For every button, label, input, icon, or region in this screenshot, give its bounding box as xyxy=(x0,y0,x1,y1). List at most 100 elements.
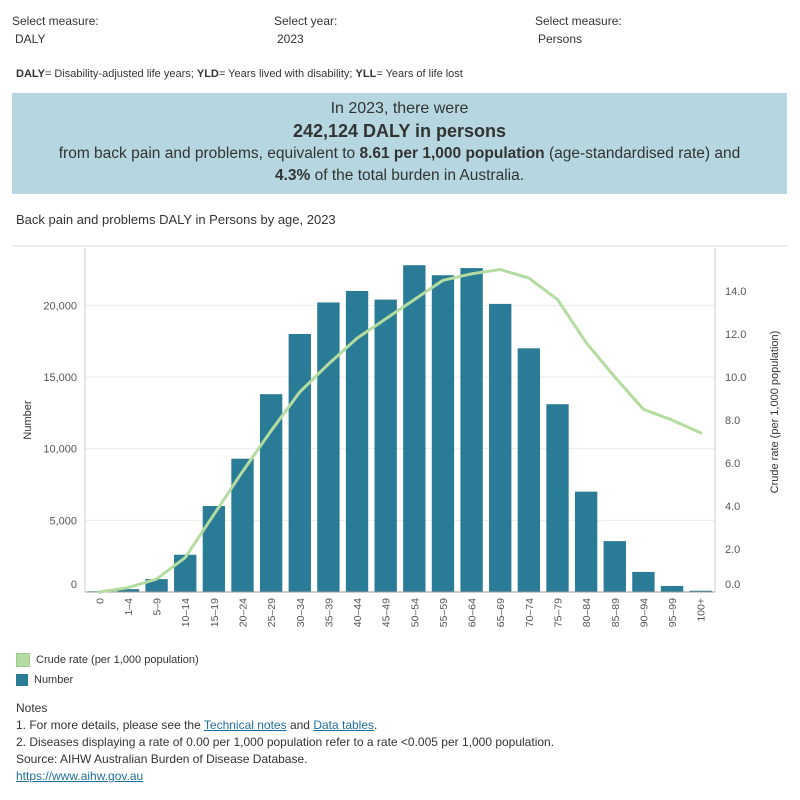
bar xyxy=(288,334,311,592)
crude-rate-line xyxy=(97,268,703,594)
technical-notes-link[interactable]: Technical notes xyxy=(203,718,287,732)
x-tick-label: 75–79 xyxy=(553,598,565,627)
bar xyxy=(689,590,712,592)
x-tick-label: 95–99 xyxy=(667,598,679,627)
x-tick-label: 80–84 xyxy=(581,598,593,627)
banner-line-3-pre: from back pain and problems, equivalent … xyxy=(58,145,360,162)
bar xyxy=(632,571,655,592)
x-tick-label: 20–24 xyxy=(238,598,250,627)
filter-year-select[interactable]: 2023 xyxy=(277,32,304,46)
bar xyxy=(574,491,598,592)
aihw-website-link[interactable]: https://www.aihw.gov.au xyxy=(16,769,144,783)
x-tick-label: 5–9 xyxy=(152,598,164,616)
banner-line-4-post: of the total burden in Australia. xyxy=(310,167,525,184)
chart-legend: Crude rate (per 1,000 population) Number xyxy=(16,650,199,690)
bar xyxy=(116,589,140,592)
x-tick-label: 1–4 xyxy=(123,598,135,616)
x-tick-label: 70–74 xyxy=(524,598,536,627)
bar xyxy=(231,458,254,592)
y2-tick-label: 4.0 xyxy=(725,501,740,513)
filter-measure-select[interactable]: DALY xyxy=(15,32,46,46)
note-2: 2. Diseases displaying a rate of 0.00 pe… xyxy=(16,735,555,749)
banner-percent: 4.3% xyxy=(274,167,311,184)
x-tick-label: 100+ xyxy=(696,598,708,622)
note-1-post: . xyxy=(374,718,378,732)
banner-headline: 242,124 DALY in persons xyxy=(292,121,507,141)
bar xyxy=(403,265,426,592)
legend-label-crude-rate: Crude rate (per 1,000 population) xyxy=(36,654,199,666)
yll-abbr: YLL xyxy=(355,68,377,80)
y-tick-label: 15,000 xyxy=(43,372,77,384)
bar xyxy=(489,303,512,592)
y-tick-label: 20,000 xyxy=(43,300,77,312)
bar xyxy=(174,554,197,592)
bar xyxy=(660,585,684,592)
x-tick-label: 15–19 xyxy=(209,598,221,627)
yll-def: = Years of life lost xyxy=(376,68,463,80)
daly-def: = Disability-adjusted life years; xyxy=(44,68,197,80)
bar xyxy=(259,394,283,592)
x-tick-label: 50–54 xyxy=(409,598,421,627)
y2-tick-label: 2.0 xyxy=(725,544,740,556)
chart-svg: 0 5,000 10,000 15,000 20,000 0.0 2.0 4.0 6.0 8.0 1… xyxy=(12,245,788,627)
legend-swatch-number xyxy=(16,674,28,686)
x-tick-label: 90–94 xyxy=(638,598,650,627)
x-tick-label: 65–69 xyxy=(495,598,507,627)
legend-swatch-crude-rate xyxy=(16,653,30,667)
y2-tick-label: 12.0 xyxy=(725,329,746,341)
summary-banner: In 2023, there were 242,124 DALY in pers… xyxy=(12,93,787,194)
note-1: 1. For more details, please see the Tech… xyxy=(16,717,554,734)
bar xyxy=(374,299,397,592)
notes-heading: Notes xyxy=(16,701,48,715)
y2-tick-label: 14.0 xyxy=(725,286,746,298)
y2-axis-title: Crude rate (per 1,000 population) xyxy=(769,331,781,494)
filter-year-label: Select year: xyxy=(274,14,338,28)
y2-tick-label: 8.0 xyxy=(725,415,740,427)
banner-line-3: from back pain and problems, equivalent … xyxy=(12,143,787,165)
legend-item-number[interactable]: Number xyxy=(16,670,199,690)
daly-abbr: DALY xyxy=(16,68,45,80)
bar xyxy=(546,404,569,592)
y2-tick-label: 0.0 xyxy=(725,579,740,591)
abbreviation-definitions: DALY= Disability-adjusted life years; YL… xyxy=(16,68,463,80)
y-tick-label: 10,000 xyxy=(43,444,77,456)
x-tick-label: 85–89 xyxy=(610,598,622,627)
banner-rate: 8.61 per 1,000 population xyxy=(359,145,545,162)
note-1-mid: and xyxy=(286,718,314,732)
x-tick-label: 55–59 xyxy=(438,598,450,627)
yld-def: = Years lived with disability; xyxy=(218,68,356,80)
bar xyxy=(317,302,340,592)
banner-line-4: 4.3% of the total burden in Australia. xyxy=(12,165,787,187)
bar xyxy=(202,506,226,592)
filter-sex-select[interactable]: Persons xyxy=(538,32,583,46)
banner-line-3-post: (age-standardised rate) and xyxy=(544,145,741,162)
y-axis-title: Number xyxy=(22,400,34,439)
notes-section: Notes 1. For more details, please see th… xyxy=(16,700,554,785)
y2-tick-label: 10.0 xyxy=(725,372,746,384)
data-tables-link[interactable]: Data tables xyxy=(313,718,375,732)
bar xyxy=(345,291,369,592)
x-tick-label: 35–39 xyxy=(323,598,335,627)
banner-line-1: In 2023, there were xyxy=(330,100,469,117)
y-tick-label: 5,000 xyxy=(49,515,77,527)
y-tick-label: 0 xyxy=(71,579,77,591)
bar xyxy=(603,541,626,592)
legend-label-number: Number xyxy=(34,674,74,686)
bar xyxy=(431,275,455,592)
legend-item-crude-rate[interactable]: Crude rate (per 1,000 population) xyxy=(16,650,199,670)
x-tick-label: 30–34 xyxy=(295,598,307,627)
filter-measure-label: Select measure: xyxy=(12,14,99,28)
bar xyxy=(517,348,541,592)
x-tick-label: 45–49 xyxy=(381,598,393,627)
x-tick-label: 0 xyxy=(94,598,106,604)
yld-abbr: YLD xyxy=(196,68,219,80)
bar xyxy=(460,268,483,592)
chart-title: Back pain and problems DALY in Persons b… xyxy=(16,212,336,227)
y2-tick-label: 6.0 xyxy=(725,458,740,470)
note-1-pre: 1. For more details, please see the xyxy=(16,718,204,732)
x-tick-label: 25–29 xyxy=(266,598,278,627)
source-text: Source: AIHW Australian Burden of Diseas… xyxy=(16,752,308,766)
x-tick-label: 40–44 xyxy=(352,598,364,627)
x-tick-label: 60–64 xyxy=(467,598,479,627)
filter-sex-label: Select measure: xyxy=(535,14,622,28)
